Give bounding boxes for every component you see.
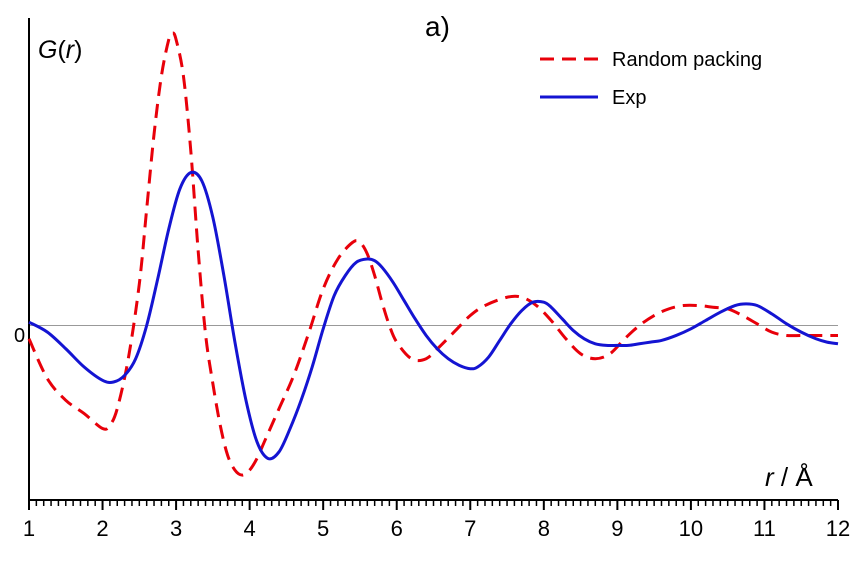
legend-label-exp: Exp (612, 87, 646, 109)
y-axis-label-open: ( (57, 36, 66, 64)
y-axis-label: G(r) (38, 36, 82, 64)
x-axis-label: r / Å (765, 462, 813, 492)
zero-tick-label: 0 (14, 325, 25, 347)
panel-label: a) (425, 11, 450, 42)
y-axis-label-var: r (66, 36, 76, 64)
x-tick-label: 9 (611, 516, 623, 541)
x-tick-label: 11 (753, 516, 776, 541)
x-tick-label: 4 (244, 516, 256, 541)
x-tick-label: 10 (679, 516, 703, 541)
legend: Random packing Exp (540, 49, 762, 109)
legend-label-random-packing: Random packing (612, 49, 762, 71)
x-tick-label: 7 (464, 516, 476, 541)
series-random-packing-line (27, 31, 838, 477)
x-axis-label-unit: / Å (774, 462, 814, 492)
x-ticks (28, 500, 839, 510)
y-axis-label-main: G (38, 36, 57, 64)
x-tick-label: 3 (170, 516, 182, 541)
series-group (27, 31, 839, 477)
series-exp-line (28, 170, 839, 461)
y-axis-label-close: ) (74, 36, 82, 64)
x-axis-label-var: r (765, 462, 775, 492)
x-tick-label: 6 (391, 516, 403, 541)
x-tick-labels: 1 2 3 4 5 6 7 8 9 10 11 12 (23, 516, 850, 541)
x-tick-label: 12 (826, 516, 850, 541)
x-tick-label: 5 (317, 516, 329, 541)
x-tick-label: 1 (23, 516, 35, 541)
x-tick-label: 8 (538, 516, 550, 541)
x-tick-label: 2 (96, 516, 108, 541)
